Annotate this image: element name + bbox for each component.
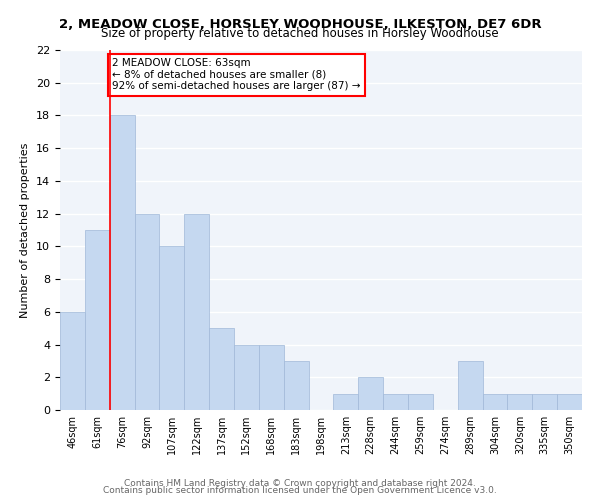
Bar — [532, 394, 557, 410]
Bar — [458, 361, 482, 410]
Text: Contains HM Land Registry data © Crown copyright and database right 2024.: Contains HM Land Registry data © Crown c… — [124, 478, 476, 488]
Bar — [284, 361, 308, 410]
Bar — [110, 116, 134, 410]
Text: Size of property relative to detached houses in Horsley Woodhouse: Size of property relative to detached ho… — [101, 28, 499, 40]
Bar — [184, 214, 209, 410]
Bar — [160, 246, 184, 410]
Bar — [358, 378, 383, 410]
Bar — [209, 328, 234, 410]
Text: Contains public sector information licensed under the Open Government Licence v3: Contains public sector information licen… — [103, 486, 497, 495]
Bar — [334, 394, 358, 410]
Bar — [234, 344, 259, 410]
Bar — [482, 394, 508, 410]
Bar — [557, 394, 582, 410]
Bar — [134, 214, 160, 410]
Bar — [508, 394, 532, 410]
Bar — [408, 394, 433, 410]
Bar — [259, 344, 284, 410]
Bar — [85, 230, 110, 410]
Text: 2 MEADOW CLOSE: 63sqm
← 8% of detached houses are smaller (8)
92% of semi-detach: 2 MEADOW CLOSE: 63sqm ← 8% of detached h… — [112, 58, 361, 92]
Text: 2, MEADOW CLOSE, HORSLEY WOODHOUSE, ILKESTON, DE7 6DR: 2, MEADOW CLOSE, HORSLEY WOODHOUSE, ILKE… — [59, 18, 541, 30]
Bar — [60, 312, 85, 410]
Y-axis label: Number of detached properties: Number of detached properties — [20, 142, 31, 318]
Bar — [383, 394, 408, 410]
